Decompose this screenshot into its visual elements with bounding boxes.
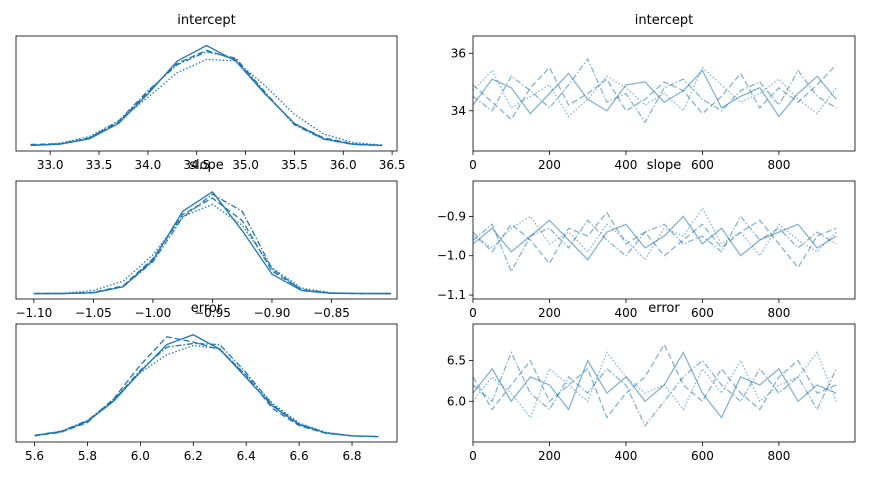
x-tick-label: −1.00 <box>135 306 172 320</box>
x-tick-label: 600 <box>691 158 714 172</box>
x-tick-label: 5.8 <box>78 449 97 463</box>
x-tick-label: 200 <box>538 449 561 463</box>
chain-line <box>473 211 837 269</box>
x-tick-label: −0.85 <box>313 306 350 320</box>
x-tick-label: 36.5 <box>379 158 406 172</box>
x-tick-label: 800 <box>767 306 790 320</box>
chain-line <box>33 190 392 295</box>
x-tick-label: 600 <box>691 306 714 320</box>
chain-line <box>30 44 383 147</box>
chain-line <box>473 351 837 419</box>
axes-frame <box>15 35 398 152</box>
x-tick-label: 35.0 <box>232 158 259 172</box>
x-tick-label: 35.5 <box>281 158 308 172</box>
panel-title: error <box>191 301 223 316</box>
x-tick-label: 800 <box>767 449 790 463</box>
chain-line <box>30 50 383 147</box>
y-tick-label: 6.5 <box>447 354 466 368</box>
x-tick-label: 6.8 <box>342 449 361 463</box>
x-tick-label: 200 <box>538 306 561 320</box>
chain-line <box>33 203 392 295</box>
panel-title: intercept <box>635 13 694 28</box>
x-tick-label: 6.0 <box>131 449 150 463</box>
x-tick-label: 400 <box>614 449 637 463</box>
x-tick-label: −1.05 <box>75 306 112 320</box>
x-tick-label: 33.0 <box>37 158 64 172</box>
axes-frame <box>472 35 856 152</box>
panel-title: slope <box>189 158 224 173</box>
axes-frame <box>15 180 398 300</box>
x-tick-label: 34.0 <box>135 158 162 172</box>
x-tick-label: 6.2 <box>184 449 203 463</box>
y-tick-label: −0.9 <box>437 209 466 223</box>
x-tick-label: 6.4 <box>237 449 256 463</box>
chain-line <box>473 342 837 419</box>
axes-frame <box>472 323 856 443</box>
axes-frame <box>15 323 398 443</box>
chain-line <box>33 197 392 295</box>
chain-line <box>34 344 379 438</box>
x-tick-label: −1.10 <box>15 306 52 320</box>
x-tick-label: 36.0 <box>330 158 357 172</box>
chain-line <box>34 342 379 438</box>
x-tick-label: 5.6 <box>25 449 44 463</box>
x-tick-label: 400 <box>614 158 637 172</box>
y-tick-label: 6.0 <box>447 394 466 408</box>
x-tick-label: 400 <box>614 306 637 320</box>
panel-title: error <box>648 301 680 316</box>
y-tick-label: −1.0 <box>437 249 466 263</box>
x-tick-label: 200 <box>538 158 561 172</box>
chain-line <box>33 193 392 295</box>
x-tick-label: 0 <box>469 158 477 172</box>
x-tick-label: 0 <box>469 449 477 463</box>
x-tick-label: 600 <box>691 449 714 463</box>
chain-line <box>473 351 837 419</box>
x-tick-label: 800 <box>767 158 790 172</box>
x-tick-label: 33.5 <box>86 158 113 172</box>
y-tick-label: 34 <box>451 104 466 118</box>
chain-line <box>473 69 837 118</box>
panel-title: intercept <box>177 13 236 28</box>
chain-line <box>473 64 837 121</box>
y-tick-label: −1.1 <box>437 288 466 302</box>
chain-line <box>473 350 837 427</box>
chain-line <box>473 207 837 261</box>
chain-line <box>473 57 837 124</box>
axes-frame <box>472 180 856 300</box>
x-tick-label: −0.95 <box>194 306 231 320</box>
x-tick-label: −0.90 <box>254 306 291 320</box>
chain-line <box>30 49 383 147</box>
x-tick-label: 0 <box>469 306 477 320</box>
chain-line <box>473 215 837 261</box>
y-tick-label: 36 <box>451 46 466 60</box>
chain-line <box>473 66 837 118</box>
chain-line <box>30 58 383 146</box>
x-tick-label: 34.5 <box>183 158 210 172</box>
panel-title: slope <box>647 158 682 173</box>
x-tick-label: 6.6 <box>290 449 309 463</box>
